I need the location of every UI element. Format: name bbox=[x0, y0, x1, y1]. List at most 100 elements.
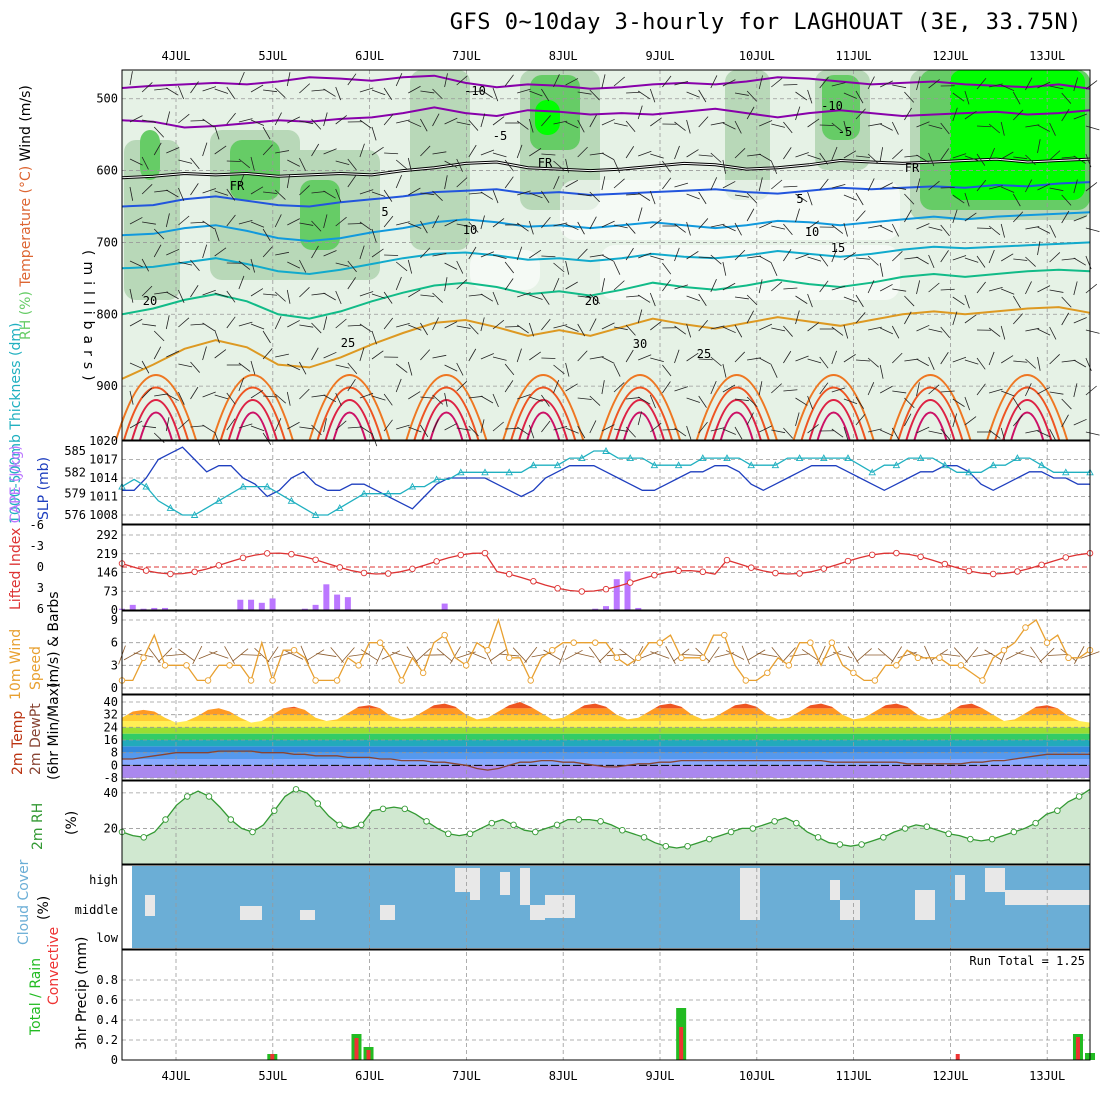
wind-barb bbox=[650, 357, 664, 363]
wind-barb bbox=[759, 323, 773, 331]
wind-barb bbox=[880, 123, 893, 131]
wind-barb bbox=[722, 159, 726, 174]
wind-barb bbox=[940, 390, 955, 393]
precip-ylabel-3: 3hr Precip (mm) bbox=[74, 937, 90, 1050]
wind-barb bbox=[129, 71, 133, 86]
fills-layer bbox=[122, 70, 1090, 948]
wind-barb bbox=[444, 277, 448, 292]
wind-barb bbox=[746, 310, 755, 324]
wind-barb bbox=[371, 350, 384, 360]
cape-tick: 146 bbox=[96, 566, 118, 580]
wind-barb bbox=[916, 382, 920, 397]
wind-barb bbox=[928, 282, 940, 293]
temp-band bbox=[122, 708, 1090, 715]
wind-barb bbox=[517, 394, 531, 400]
wind-barb bbox=[165, 417, 170, 432]
wind-barb bbox=[747, 357, 761, 361]
wind-barb bbox=[456, 427, 471, 431]
rh2m-line-marker bbox=[684, 842, 691, 850]
temp-band bbox=[122, 746, 1090, 753]
rh-shade bbox=[822, 75, 860, 140]
wind-barb bbox=[420, 145, 431, 157]
wind-barb bbox=[238, 219, 253, 225]
wind-barb bbox=[1061, 156, 1076, 159]
surface-wind-barb bbox=[512, 647, 528, 663]
wind-barb bbox=[795, 193, 808, 203]
wind-barb bbox=[855, 294, 864, 308]
slp-tick: 1008 bbox=[89, 508, 118, 522]
thickness-line-marker bbox=[215, 496, 223, 504]
li-line-marker bbox=[457, 551, 465, 559]
li-tick: 0 bbox=[37, 560, 44, 574]
wind-barb bbox=[553, 120, 568, 125]
surface-temp-arc bbox=[607, 386, 673, 441]
wind-barb bbox=[407, 259, 413, 274]
wind-barb bbox=[347, 73, 357, 86]
wind-barb bbox=[674, 247, 680, 262]
wind-barb bbox=[674, 325, 687, 335]
wind-barb bbox=[528, 118, 534, 133]
data-layer bbox=[115, 71, 1100, 1060]
wind-barb bbox=[141, 387, 153, 399]
wind-barb bbox=[988, 286, 1003, 292]
thickness-tick: 582 bbox=[64, 465, 86, 479]
wind-speed-line-marker bbox=[721, 631, 728, 639]
wind-barb bbox=[916, 223, 930, 230]
wind-barb bbox=[686, 323, 692, 338]
wind-barb bbox=[311, 118, 322, 130]
wind-barb bbox=[166, 291, 179, 300]
wind-barb bbox=[577, 350, 588, 362]
wind-barb bbox=[202, 244, 208, 259]
wind-barb bbox=[734, 324, 743, 338]
wind-barb bbox=[928, 356, 935, 370]
thickness-line-marker bbox=[989, 461, 997, 469]
surface-temp-arc bbox=[115, 374, 197, 441]
wind-barb bbox=[855, 359, 870, 362]
surface-wind-barb bbox=[953, 647, 968, 663]
rh2m-line-marker bbox=[967, 835, 974, 843]
cloud-fill bbox=[132, 866, 1090, 948]
wind-barb bbox=[1085, 329, 1100, 334]
contour-label: 15 bbox=[831, 241, 845, 255]
wind-barb bbox=[964, 155, 979, 161]
wind-barb bbox=[879, 262, 884, 277]
wind-barb bbox=[601, 278, 605, 293]
li-line-marker bbox=[530, 578, 537, 585]
wind-barb bbox=[359, 143, 365, 158]
thickness-line bbox=[121, 450, 1090, 516]
cape-tick: 219 bbox=[96, 547, 118, 561]
ylabel-part: RH (%) bbox=[18, 291, 34, 340]
wind-barb bbox=[1049, 150, 1061, 161]
wind-barb bbox=[420, 118, 428, 132]
li-line-marker bbox=[1014, 568, 1021, 575]
wind-barb bbox=[553, 74, 560, 88]
wind-barb bbox=[395, 363, 408, 373]
surface-temp-arc bbox=[308, 374, 391, 441]
day-label-top: 4JUL bbox=[162, 49, 191, 63]
wind-barb bbox=[698, 256, 713, 259]
wind-barb bbox=[1013, 211, 1024, 223]
contour-label: -10 bbox=[464, 84, 486, 98]
temp-band bbox=[122, 702, 1090, 709]
wind-barb bbox=[444, 175, 448, 190]
wind-barb bbox=[613, 261, 621, 275]
wind-barb bbox=[710, 254, 722, 265]
surface-wind-barb bbox=[781, 647, 796, 663]
wind-barb bbox=[989, 83, 1003, 88]
wind-barb bbox=[601, 220, 615, 228]
rh2m-line-marker bbox=[140, 834, 148, 841]
wind-barb bbox=[262, 330, 271, 344]
surface-temp-arc bbox=[405, 374, 488, 441]
wind-barb bbox=[771, 327, 786, 332]
surface-wind-barb bbox=[375, 645, 385, 665]
wind-barb bbox=[565, 158, 569, 173]
wind-barb bbox=[928, 430, 943, 435]
wind-barb bbox=[311, 322, 322, 334]
wind-barb bbox=[928, 124, 943, 130]
wind-barb bbox=[988, 388, 1003, 394]
wind-barb bbox=[528, 322, 535, 337]
wind-barb bbox=[686, 352, 699, 362]
wind-barb bbox=[916, 178, 921, 193]
pressure-tick: 500 bbox=[96, 92, 118, 106]
wind-speed-line-marker bbox=[807, 639, 814, 646]
